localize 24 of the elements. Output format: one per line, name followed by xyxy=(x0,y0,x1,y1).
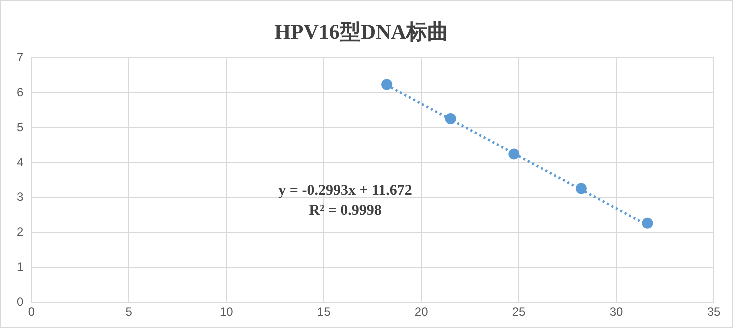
y-tick-label: 0 xyxy=(16,294,24,309)
y-tick-label: 1 xyxy=(16,260,24,274)
x-tick-label: 35 xyxy=(707,305,721,320)
annotation: y = -0.2993x + 11.672 xyxy=(278,183,412,200)
x-tick-label: 25 xyxy=(512,305,526,320)
x-tick-label: 0 xyxy=(28,305,36,320)
point xyxy=(576,183,587,194)
y-tick-label: 6 xyxy=(16,85,24,100)
y-tick-label: 2 xyxy=(16,225,24,240)
x-tick-label: 30 xyxy=(610,305,624,320)
x-tick-label: 15 xyxy=(317,305,332,320)
chart-title: HPV16型DNA标曲 xyxy=(274,20,448,44)
point xyxy=(508,148,520,160)
x-tick-label: 10 xyxy=(220,305,234,320)
y-tick-label: 4 xyxy=(16,155,24,170)
point xyxy=(382,79,393,90)
point xyxy=(445,113,456,124)
y-tick-label: 7 xyxy=(16,50,24,65)
x-tick-label: 5 xyxy=(126,305,133,320)
point xyxy=(642,218,654,229)
annotation: R² = 0.9998 xyxy=(309,203,382,220)
y-tick-label: 3 xyxy=(16,190,24,204)
y-tick-label: 5 xyxy=(16,120,24,134)
x-tick-label: 20 xyxy=(414,305,429,320)
